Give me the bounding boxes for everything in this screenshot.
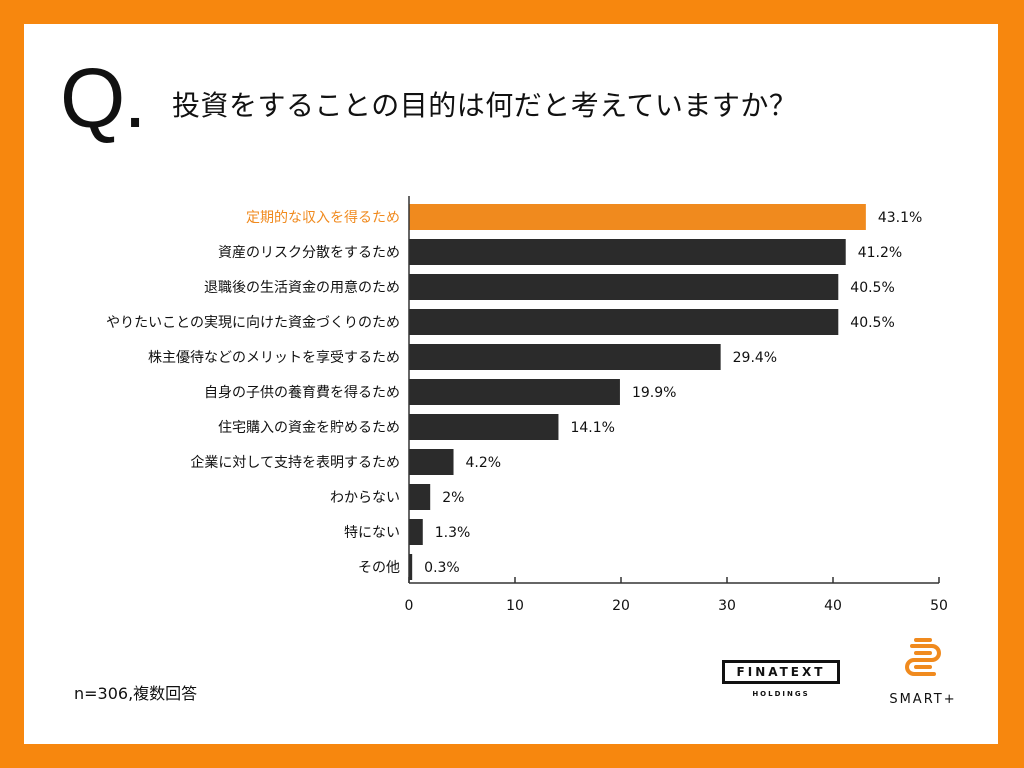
- finatext-logo: FINATEXT HOLDINGS: [722, 660, 840, 698]
- bar: [409, 274, 839, 300]
- bar: [409, 309, 839, 335]
- value-label: 4.2%: [466, 455, 502, 471]
- bar: [409, 344, 721, 370]
- category-label: 定期的な収入を得るため: [246, 209, 400, 226]
- x-tick-label: 0: [405, 598, 414, 614]
- category-label: その他: [358, 560, 400, 576]
- value-label: 0.3%: [424, 560, 460, 576]
- category-label: やりたいことの実現に向けた資金づくりのため: [106, 315, 400, 331]
- sample-note: n=306,複数回答: [74, 684, 198, 703]
- bar: [409, 519, 423, 545]
- value-label: 40.5%: [850, 280, 894, 296]
- category-label: 自身の子供の養育費を得るため: [204, 384, 400, 401]
- x-tick-label: 30: [718, 598, 736, 614]
- x-tick-label: 40: [824, 598, 842, 614]
- category-label: 住宅購入の資金を貯めるため: [218, 420, 400, 436]
- bars-layer: 定期的な収入を得るため 43.1% 資産のリスク分散をするため 41.2% 退職後の生活…: [106, 204, 922, 580]
- finatext-subtitle: HOLDINGS: [752, 690, 810, 698]
- category-label: 株主優待などのメリットを享受するため: [148, 349, 400, 366]
- value-label: 19.9%: [632, 385, 676, 401]
- value-label: 41.2%: [858, 245, 902, 261]
- question-title: 投資をすることの目的は何だと考えていますか？: [172, 89, 798, 122]
- finatext-wordmark: FINATEXT: [722, 660, 840, 684]
- value-label: 43.1%: [878, 210, 922, 226]
- bar: [409, 484, 431, 510]
- value-label: 1.3%: [435, 525, 471, 541]
- x-tick-label: 20: [612, 598, 630, 614]
- value-label: 2%: [442, 490, 464, 506]
- category-label: 特にない: [344, 525, 400, 541]
- question-mark: Q.: [60, 51, 147, 145]
- x-tick-label: 50: [930, 598, 948, 614]
- smart-plus-icon: [905, 638, 941, 676]
- category-label: 退職後の生活資金の用意のため: [204, 279, 400, 296]
- smart-plus-label: SMART+: [889, 692, 957, 707]
- ticks-layer: 0 10 20 30 40 50: [405, 577, 948, 614]
- x-tick-label: 10: [506, 598, 524, 614]
- bar: [409, 239, 846, 265]
- bar: [409, 204, 866, 230]
- value-label: 14.1%: [570, 420, 614, 436]
- smart-plus-logo: SMART+: [880, 636, 966, 707]
- bar: [409, 554, 413, 580]
- bar: [409, 379, 620, 405]
- value-label: 29.4%: [733, 350, 777, 366]
- bar: [409, 449, 454, 475]
- bar: [409, 414, 559, 440]
- category-label: わからない: [330, 490, 400, 506]
- category-label: 企業に対して支持を表明するため: [190, 454, 400, 471]
- value-label: 40.5%: [850, 315, 894, 331]
- category-label: 資産のリスク分散をするため: [218, 245, 400, 261]
